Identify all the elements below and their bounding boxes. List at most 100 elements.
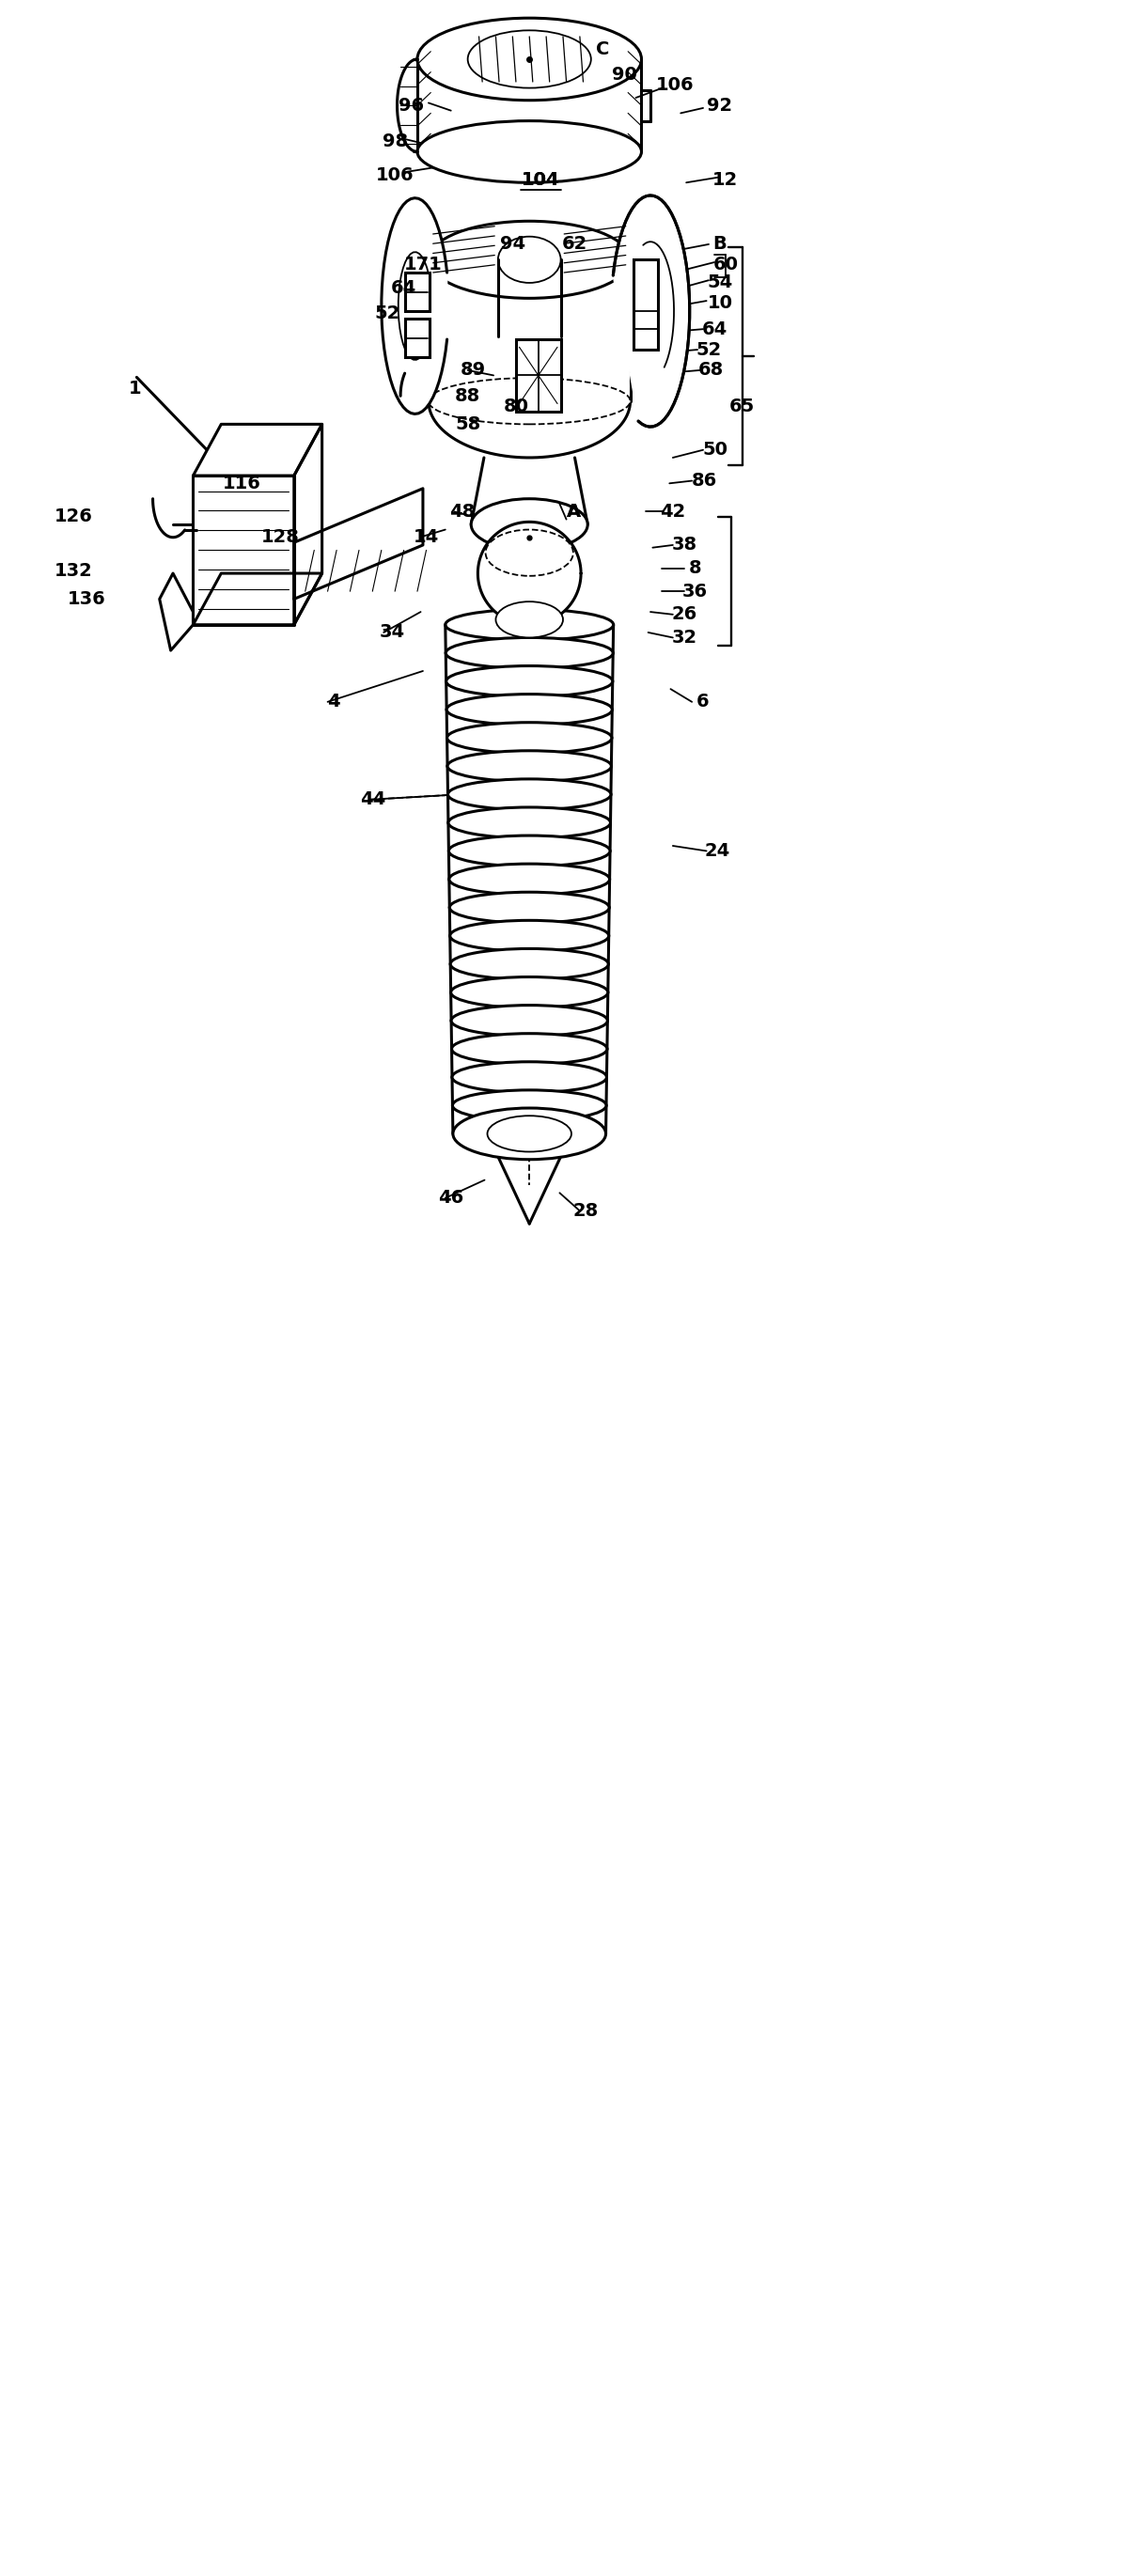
Text: 1: 1: [128, 379, 141, 397]
Text: 42: 42: [660, 502, 686, 520]
Text: 32: 32: [671, 629, 697, 647]
Ellipse shape: [446, 639, 613, 667]
Text: 106: 106: [376, 165, 414, 183]
FancyBboxPatch shape: [634, 260, 659, 350]
Text: 65: 65: [730, 397, 756, 415]
FancyBboxPatch shape: [405, 273, 430, 312]
Text: 86: 86: [691, 471, 717, 489]
Text: 8: 8: [689, 559, 701, 577]
Ellipse shape: [453, 1090, 606, 1121]
Ellipse shape: [445, 611, 614, 641]
Ellipse shape: [448, 835, 610, 866]
Text: 48: 48: [449, 502, 475, 520]
Ellipse shape: [447, 750, 611, 781]
Text: 98: 98: [382, 131, 408, 149]
Text: 88: 88: [455, 386, 481, 404]
Polygon shape: [453, 1077, 607, 1105]
Polygon shape: [450, 935, 609, 963]
Polygon shape: [429, 397, 631, 453]
Text: 14: 14: [413, 528, 439, 546]
Ellipse shape: [447, 693, 613, 724]
Polygon shape: [448, 850, 610, 878]
Text: 10: 10: [707, 294, 733, 312]
Text: 96: 96: [399, 95, 425, 113]
Text: 116: 116: [222, 474, 260, 492]
Text: 34: 34: [379, 623, 405, 641]
Text: 68: 68: [698, 361, 724, 379]
Polygon shape: [194, 425, 322, 477]
Text: 60: 60: [713, 255, 739, 273]
Polygon shape: [614, 196, 689, 428]
Text: 12: 12: [713, 170, 739, 188]
Polygon shape: [453, 1105, 606, 1133]
Ellipse shape: [450, 920, 609, 951]
Text: A: A: [568, 502, 581, 520]
Text: 171: 171: [404, 255, 443, 273]
Text: 62: 62: [562, 234, 587, 252]
Text: 28: 28: [573, 1203, 598, 1221]
Ellipse shape: [495, 603, 563, 639]
Ellipse shape: [453, 1108, 606, 1159]
Text: 132: 132: [54, 562, 92, 580]
Polygon shape: [194, 574, 322, 626]
FancyBboxPatch shape: [405, 319, 430, 358]
Polygon shape: [449, 878, 609, 907]
Polygon shape: [445, 626, 614, 654]
Ellipse shape: [450, 948, 608, 979]
Text: 50: 50: [703, 440, 729, 459]
Ellipse shape: [453, 1061, 607, 1092]
Text: 52: 52: [374, 304, 400, 322]
Ellipse shape: [429, 222, 631, 299]
Text: 136: 136: [68, 590, 106, 608]
Ellipse shape: [452, 1005, 608, 1036]
Polygon shape: [477, 523, 581, 626]
Text: 92: 92: [707, 95, 733, 113]
Polygon shape: [450, 963, 608, 992]
Text: 64: 64: [701, 319, 727, 337]
Text: 24: 24: [705, 842, 731, 860]
Ellipse shape: [448, 806, 610, 837]
Text: 36: 36: [682, 582, 708, 600]
Text: 64: 64: [391, 278, 417, 296]
Text: 4: 4: [327, 693, 340, 711]
Ellipse shape: [418, 121, 642, 183]
Text: 52: 52: [696, 340, 722, 358]
Ellipse shape: [449, 863, 609, 894]
Text: 54: 54: [707, 273, 733, 291]
Polygon shape: [452, 1048, 607, 1077]
Polygon shape: [448, 822, 610, 850]
Polygon shape: [446, 680, 613, 708]
Text: 26: 26: [671, 605, 697, 623]
Polygon shape: [294, 489, 423, 600]
Ellipse shape: [446, 665, 613, 696]
Text: 104: 104: [521, 170, 560, 188]
Ellipse shape: [471, 500, 588, 551]
Polygon shape: [447, 708, 613, 737]
Ellipse shape: [449, 891, 609, 922]
Polygon shape: [452, 1020, 608, 1048]
FancyBboxPatch shape: [516, 340, 561, 412]
Text: 58: 58: [455, 415, 481, 433]
Text: 6: 6: [697, 693, 709, 711]
Text: 126: 126: [54, 507, 92, 526]
Ellipse shape: [488, 1115, 571, 1151]
Text: 80: 80: [503, 397, 528, 415]
Ellipse shape: [429, 379, 631, 425]
Text: 106: 106: [656, 75, 694, 93]
Polygon shape: [447, 737, 611, 765]
Text: 104: 104: [521, 170, 560, 188]
Polygon shape: [194, 477, 294, 626]
Polygon shape: [160, 574, 194, 652]
Ellipse shape: [447, 721, 611, 752]
Polygon shape: [382, 198, 447, 415]
Text: B: B: [713, 234, 727, 252]
Polygon shape: [450, 992, 608, 1020]
Polygon shape: [294, 425, 322, 626]
Ellipse shape: [450, 976, 608, 1007]
Text: 38: 38: [671, 536, 697, 554]
Text: 128: 128: [261, 528, 300, 546]
Polygon shape: [446, 654, 613, 680]
Polygon shape: [447, 765, 611, 793]
Text: 89: 89: [461, 361, 486, 379]
Text: 46: 46: [438, 1190, 464, 1208]
